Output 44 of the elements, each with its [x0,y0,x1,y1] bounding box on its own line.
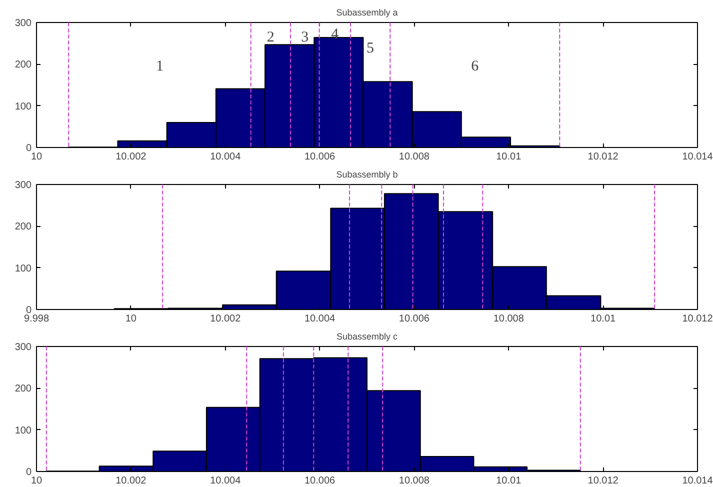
x-tick-label: 10 [30,152,42,162]
x-tick-label: 10.004 [210,152,242,162]
x-tick-label: 10.012 [682,314,713,324]
x-tick-label: 10.006 [304,152,336,162]
annotation: 1 [156,58,164,74]
x-tick-label: 10.004 [304,314,336,324]
y-tick-label: 100 [14,101,32,112]
x-tick-label: 10.004 [210,476,242,486]
y-tick-label: 0 [26,467,32,478]
y-tick-label: 300 [14,180,32,191]
x-tick-label: 10 [125,314,137,324]
x-tick-label: 10.01 [496,152,522,162]
y-tick-label: 300 [14,18,32,29]
y-tick-label: 300 [14,342,32,353]
annotation: 3 [301,30,309,46]
x-tick-label: 10.01 [590,314,616,324]
x-tick-label: 10.014 [682,152,713,162]
x-tick-label: 10.006 [304,476,336,486]
x-tick-label: 10 [30,476,42,486]
x-tick-label: 10.002 [116,476,147,486]
y-tick-label: 0 [26,143,32,154]
annotation: 2 [266,30,274,46]
x-tick-label: 10.012 [588,152,619,162]
y-tick-label: 200 [14,222,32,233]
x-tick-label: 10.002 [116,152,147,162]
x-tick-label: 9.998 [24,314,50,324]
y-tick-label: 200 [14,384,32,395]
chart-title: Subassembly b [336,170,398,180]
x-tick-label: 10.008 [398,476,430,486]
chart-title: Subassembly a [336,8,398,18]
y-tick-label: 100 [14,263,32,274]
x-tick-label: 10.008 [493,314,524,324]
x-tick-label: 10.014 [682,476,713,486]
annotation: 6 [471,58,480,74]
annotation: 5 [366,40,374,56]
y-tick-label: 200 [14,60,32,71]
x-tick-label: 10.012 [588,476,619,486]
x-tick-label: 10.006 [398,314,430,324]
x-tick-label: 10.008 [398,152,430,162]
x-tick-label: 10.01 [496,476,522,486]
y-tick-label: 100 [14,425,32,436]
y-tick-label: 0 [26,305,32,316]
chart-title: Subassembly c [336,332,398,342]
x-tick-label: 10.002 [210,314,242,324]
